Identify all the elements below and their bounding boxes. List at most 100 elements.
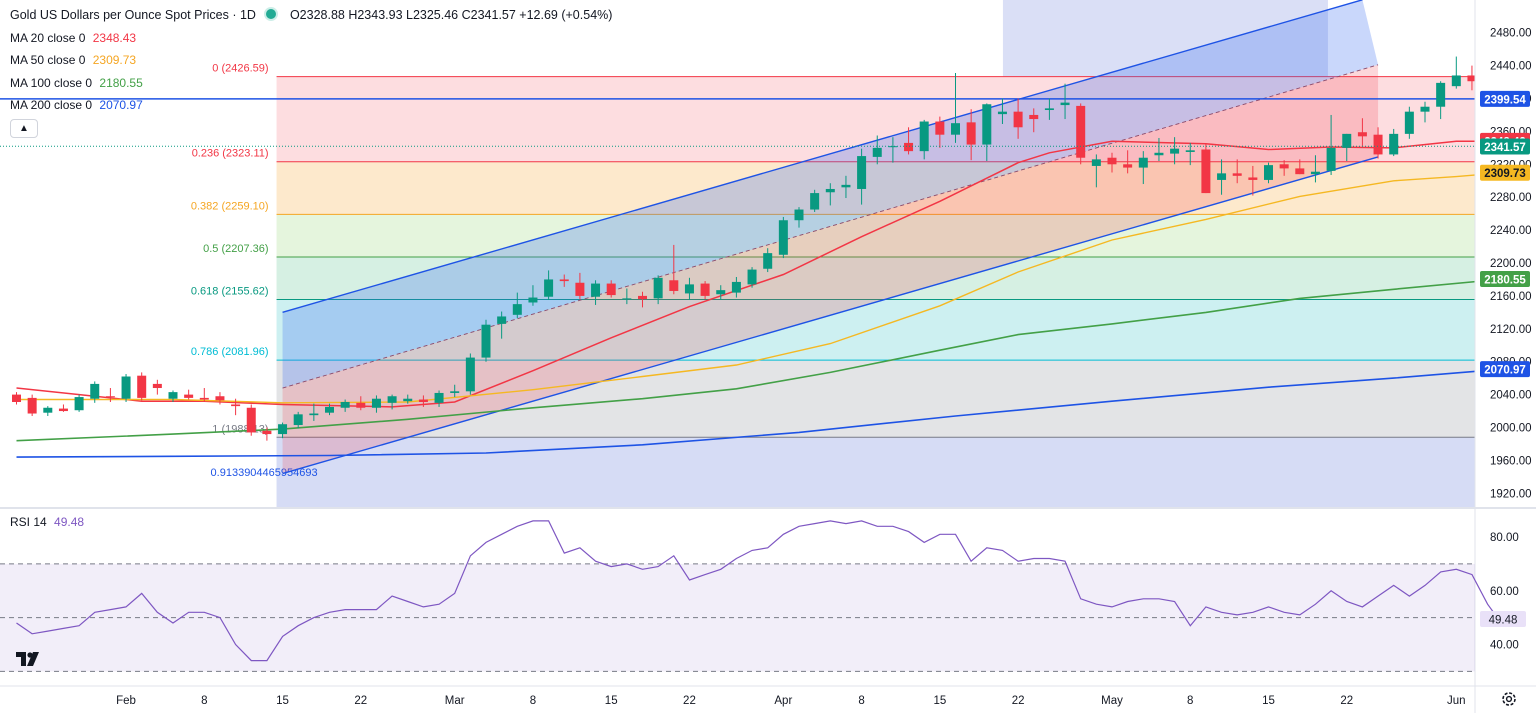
rsi-tick-label: 80.00 bbox=[1490, 532, 1519, 544]
candle bbox=[340, 399, 350, 412]
candle bbox=[481, 319, 491, 362]
candle-body bbox=[325, 406, 334, 413]
candle-body bbox=[1279, 164, 1289, 169]
candle bbox=[1013, 98, 1023, 139]
candle-body bbox=[168, 392, 178, 399]
collapse-legend-button[interactable]: ▲ bbox=[10, 119, 38, 138]
candle bbox=[966, 109, 976, 161]
fib-zone bbox=[276, 437, 1520, 507]
candle-body bbox=[12, 394, 21, 403]
candle bbox=[1451, 56, 1461, 89]
channel-upper-line bbox=[282, 0, 1363, 314]
candle bbox=[1264, 162, 1273, 184]
ma20-legend[interactable]: MA 20 close 0 2348.43 bbox=[10, 27, 612, 50]
fib-zone bbox=[276, 256, 1520, 300]
candle bbox=[528, 285, 538, 306]
candle bbox=[544, 270, 554, 301]
fib-zone bbox=[276, 360, 1520, 438]
candle bbox=[1060, 83, 1070, 120]
candle bbox=[12, 392, 21, 405]
candle bbox=[512, 292, 522, 319]
candle bbox=[434, 390, 444, 407]
candle-body bbox=[1404, 111, 1414, 134]
price-marker bbox=[1480, 270, 1530, 287]
candle-body bbox=[544, 279, 554, 297]
candle-body bbox=[340, 402, 350, 408]
candle-body bbox=[857, 156, 867, 189]
rsi-legend[interactable]: RSI 14 49.48 bbox=[10, 515, 84, 529]
candle bbox=[778, 216, 788, 259]
candle-body bbox=[763, 253, 773, 269]
price-axis-background bbox=[1475, 0, 1536, 713]
candle bbox=[997, 98, 1007, 124]
fib-level-label: 0.382 (2259.10) bbox=[191, 200, 269, 212]
rsi-marker-label: 49.48 bbox=[1489, 615, 1518, 627]
candle bbox=[669, 244, 679, 295]
candle-body bbox=[434, 392, 444, 403]
candle bbox=[137, 372, 147, 401]
moving-average-line bbox=[16, 278, 1504, 442]
candle-body bbox=[982, 104, 992, 145]
rsi-line bbox=[16, 520, 1520, 662]
candle-body bbox=[528, 297, 538, 303]
candle-body bbox=[669, 280, 679, 291]
candle-body bbox=[575, 282, 585, 296]
candle bbox=[1091, 154, 1101, 188]
candle bbox=[606, 280, 616, 298]
candle-body bbox=[1013, 111, 1023, 128]
candle bbox=[559, 274, 569, 287]
candle-body bbox=[747, 269, 757, 285]
candle-body bbox=[278, 424, 288, 435]
time-tick-label: 15 bbox=[605, 695, 618, 707]
tradingview-logo-icon[interactable] bbox=[14, 648, 44, 670]
ma200-legend[interactable]: MA 200 close 0 2070.97 bbox=[10, 94, 612, 117]
candle bbox=[638, 291, 647, 308]
candle bbox=[325, 403, 334, 416]
candle-body bbox=[1217, 173, 1227, 180]
candle-body bbox=[606, 283, 616, 296]
candle bbox=[1029, 108, 1039, 133]
candle bbox=[27, 394, 37, 416]
ma100-legend[interactable]: MA 100 close 0 2180.55 bbox=[10, 72, 612, 95]
candle bbox=[168, 390, 178, 403]
time-tick-label: 22 bbox=[683, 695, 696, 707]
ma50-legend[interactable]: MA 50 close 0 2309.73 bbox=[10, 49, 612, 72]
candle-body bbox=[1091, 159, 1101, 166]
candle bbox=[747, 267, 757, 288]
price-marker bbox=[1480, 90, 1530, 107]
settings-gear-icon[interactable] bbox=[1500, 690, 1518, 708]
candle bbox=[919, 119, 929, 160]
fib-zone bbox=[1002, 0, 1328, 77]
time-tick-label: 22 bbox=[1012, 695, 1025, 707]
time-tick-label: 22 bbox=[1340, 695, 1353, 707]
symbol-title[interactable]: Gold US Dollars per Ounce Spot Prices · … bbox=[10, 8, 256, 22]
price-marker bbox=[1480, 138, 1530, 155]
candle-body bbox=[512, 304, 522, 315]
candle bbox=[1185, 142, 1195, 166]
candle bbox=[716, 285, 726, 301]
candle-body bbox=[74, 397, 84, 411]
market-open-icon bbox=[263, 7, 278, 21]
candle-body bbox=[731, 281, 741, 293]
moving-average-line bbox=[16, 368, 1504, 458]
price-tick-label: 2440.00 bbox=[1490, 61, 1532, 73]
candle bbox=[1295, 159, 1305, 175]
candle-body bbox=[215, 396, 225, 401]
candle-body bbox=[1154, 152, 1164, 156]
candle-body bbox=[810, 193, 820, 210]
fib-level-label: 0.618 (2155.62) bbox=[191, 286, 269, 298]
candle bbox=[1232, 159, 1242, 184]
candle-body bbox=[872, 147, 882, 157]
candle bbox=[591, 280, 601, 305]
candle-body bbox=[1060, 102, 1070, 106]
candle-body bbox=[716, 290, 726, 295]
candle bbox=[810, 189, 820, 213]
candle bbox=[700, 281, 710, 300]
candle-body bbox=[1264, 165, 1273, 180]
candle bbox=[763, 248, 773, 273]
candle-body bbox=[450, 391, 460, 393]
candle bbox=[575, 272, 585, 300]
candle-body bbox=[951, 123, 960, 135]
time-tick-label: Jun bbox=[1447, 695, 1466, 707]
